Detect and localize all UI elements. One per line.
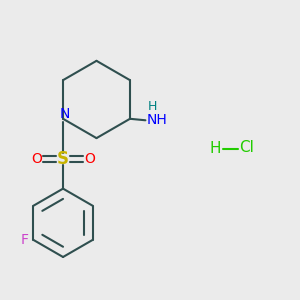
Text: N: N: [59, 107, 70, 121]
Text: H: H: [148, 100, 157, 113]
Text: Cl: Cl: [239, 140, 254, 155]
Text: O: O: [31, 152, 42, 166]
Text: NH: NH: [146, 113, 167, 127]
Text: F: F: [21, 233, 29, 247]
Text: O: O: [84, 152, 95, 166]
Text: S: S: [57, 150, 69, 168]
Text: H: H: [210, 141, 221, 156]
